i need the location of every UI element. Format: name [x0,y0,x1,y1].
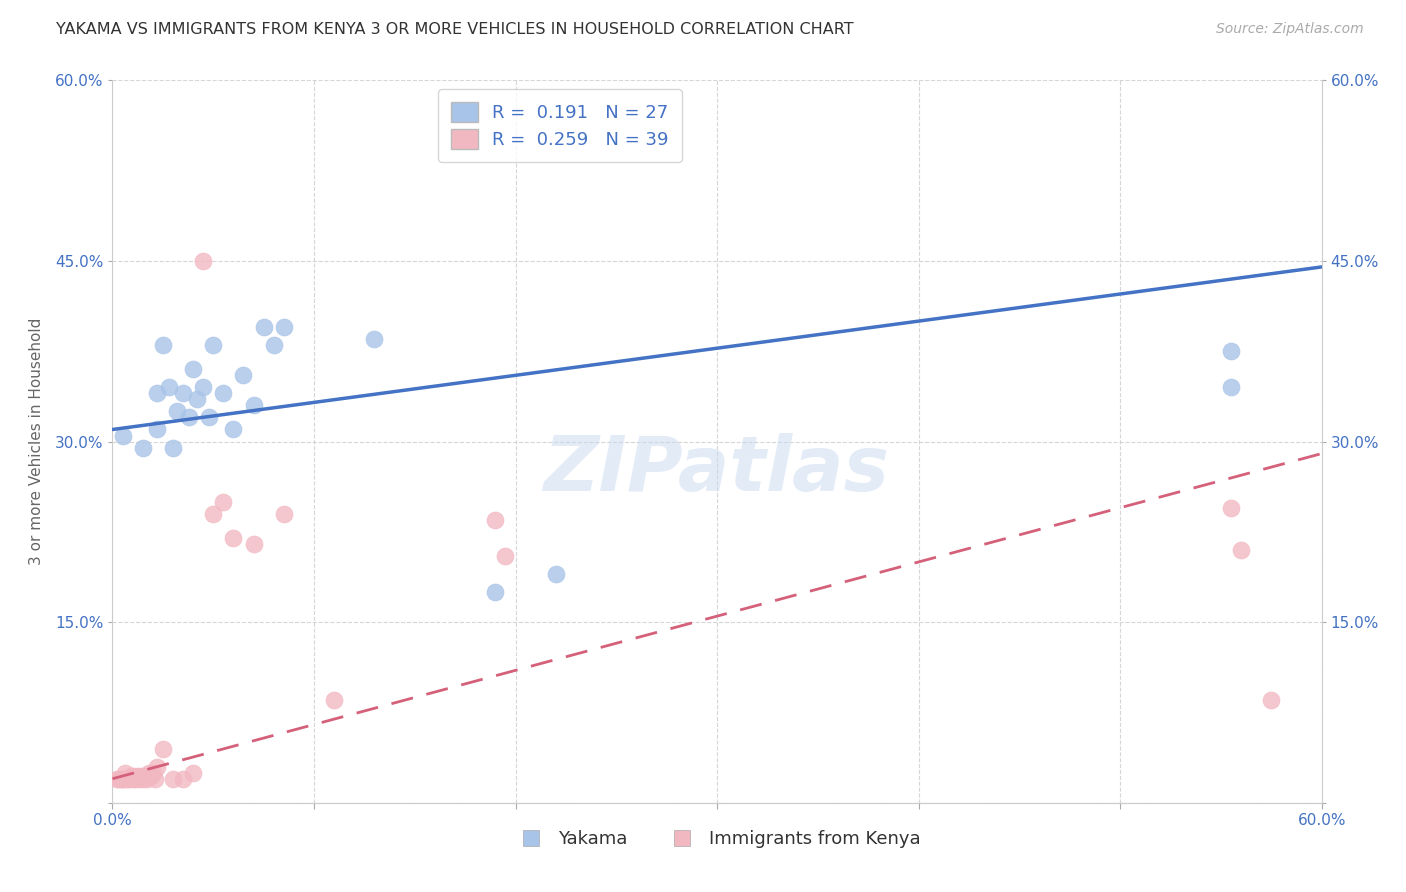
Text: YAKAMA VS IMMIGRANTS FROM KENYA 3 OR MORE VEHICLES IN HOUSEHOLD CORRELATION CHAR: YAKAMA VS IMMIGRANTS FROM KENYA 3 OR MOR… [56,22,853,37]
Point [132,772,155,786]
Point [232,368,254,383]
Point [110,772,132,786]
Point [191,253,214,268]
Point [172,772,194,786]
Text: Source: ZipAtlas.com: Source: ZipAtlas.com [1216,22,1364,37]
Point [263,338,285,352]
Point [111,772,134,786]
Point [363,332,385,346]
Point [129,769,152,783]
Point [495,549,517,563]
Point [172,386,194,401]
Point [202,338,225,352]
Point [1220,344,1243,359]
Point [253,320,276,334]
Point [166,404,188,418]
Point [544,567,567,582]
Point [1220,500,1243,515]
Point [117,772,139,786]
Point [181,765,204,780]
Point [114,765,136,780]
Y-axis label: 3 or more Vehicles in Household: 3 or more Vehicles in Household [30,318,44,566]
Point [120,769,142,783]
Legend: Yakama, Immigrants from Kenya: Yakama, Immigrants from Kenya [506,822,928,855]
Point [111,428,134,442]
Point [484,513,506,527]
Point [146,422,169,436]
Point [1220,380,1243,394]
Point [135,772,157,786]
Point [242,537,264,551]
Point [138,765,160,780]
Point [186,392,208,407]
Point [121,769,143,783]
Point [1260,693,1282,707]
Point [115,772,138,786]
Point [134,769,156,783]
Point [146,760,169,774]
Point [212,494,235,508]
Point [124,772,146,786]
Point [139,769,162,783]
Point [105,772,128,786]
Point [242,398,264,412]
Point [162,772,184,786]
Point [484,585,506,599]
Point [181,362,204,376]
Point [157,380,180,394]
Point [121,772,143,786]
Point [125,769,148,783]
Point [177,410,200,425]
Point [111,772,134,786]
Point [1230,542,1253,557]
Point [323,693,346,707]
Text: ZIPatlas: ZIPatlas [544,434,890,508]
Point [191,380,214,394]
Point [128,772,150,786]
Point [222,531,245,545]
Point [273,507,295,521]
Point [143,772,166,786]
Point [152,338,174,352]
Point [132,441,155,455]
Point [198,410,221,425]
Point [212,386,235,401]
Point [273,320,295,334]
Point [162,441,184,455]
Point [222,422,245,436]
Point [146,386,169,401]
Point [107,772,129,786]
Point [142,765,165,780]
Point [202,507,225,521]
Point [152,741,174,756]
